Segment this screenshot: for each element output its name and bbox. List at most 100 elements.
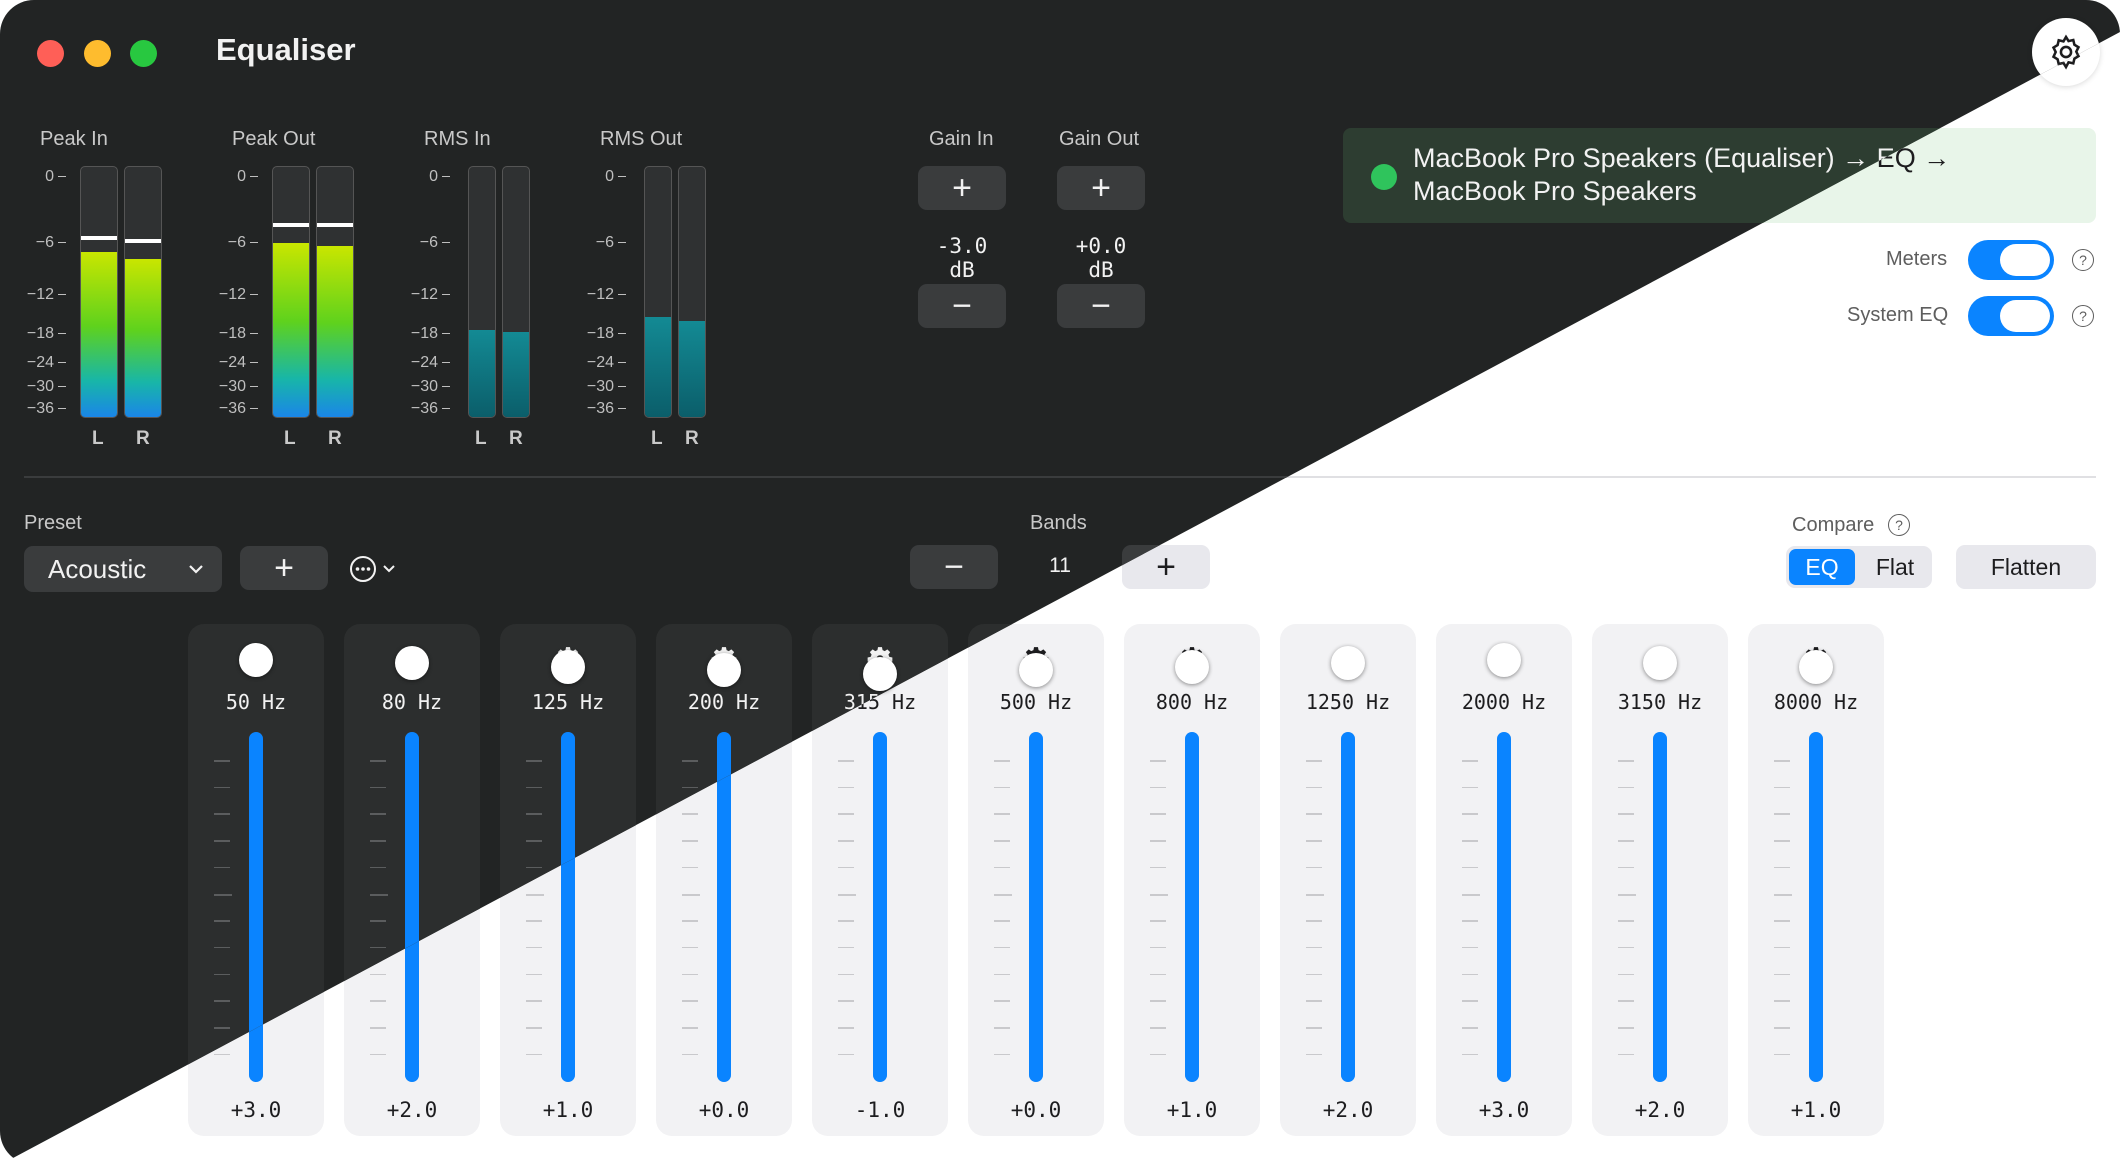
meter-channel-l <box>644 166 672 418</box>
slider-tick <box>1150 866 1166 869</box>
flatten-button[interactable]: Flatten <box>1956 545 2096 589</box>
band-gain-slider[interactable] <box>249 732 263 1082</box>
slider-tick <box>994 1027 1010 1029</box>
slider-tick <box>526 840 542 842</box>
slider-ticks <box>214 760 232 1056</box>
system-eq-toggle-label: System EQ <box>1847 304 1949 326</box>
slider-knob[interactable] <box>551 649 585 684</box>
compare-help-icon[interactable]: ? <box>1888 514 1910 536</box>
meter-scale-label: −12 <box>26 286 54 303</box>
slider-knob[interactable] <box>1331 646 1365 680</box>
slider-tick <box>1306 786 1322 789</box>
meter-scale-label: −6 <box>595 234 614 251</box>
slider-tick <box>526 973 542 976</box>
band-gain-value: +1.0 <box>542 1098 594 1122</box>
meters-help-icon[interactable]: ? <box>2072 249 2094 271</box>
meter-scale-tick <box>442 294 450 295</box>
slider-tick <box>214 973 230 976</box>
meter-channel-l <box>272 166 310 418</box>
slider-tick <box>1774 893 1792 896</box>
add-preset-button[interactable]: + <box>240 546 328 590</box>
slider-knob[interactable] <box>1799 649 1833 684</box>
preset-more-menu[interactable] <box>348 552 408 586</box>
slider-tick <box>1150 1000 1166 1002</box>
compare-segmented-control: EQ Flat <box>1786 546 1932 588</box>
slider-tick <box>994 1000 1010 1002</box>
compare-eq-segment[interactable]: EQ <box>1789 549 1855 585</box>
band-frequency: 500 Hz <box>999 690 1073 714</box>
system-eq-help-icon[interactable]: ? <box>2072 305 2094 327</box>
meters-toggle[interactable] <box>1968 240 2054 280</box>
slider-tick <box>1462 920 1478 922</box>
slider-tick <box>214 1027 230 1029</box>
slider-tick <box>1774 866 1790 869</box>
band-gain-slider[interactable] <box>1029 732 1043 1082</box>
band-gain-slider[interactable] <box>717 732 731 1082</box>
slider-ticks <box>1774 760 1792 1056</box>
slider-fill <box>1497 732 1511 1082</box>
slider-tick <box>370 1000 386 1002</box>
meter-scale-tick <box>618 242 626 243</box>
preset-dropdown[interactable]: Acoustic <box>24 546 222 592</box>
meter-scale-label: −24 <box>218 354 246 371</box>
slider-tick <box>214 1053 230 1056</box>
gain-in-minus-button[interactable]: − <box>918 284 1006 328</box>
slider-fill <box>1185 732 1199 1082</box>
compare-flat-segment[interactable]: Flat <box>1875 553 1915 580</box>
slider-tick <box>1306 813 1322 815</box>
remove-band-button[interactable]: − <box>910 545 998 589</box>
slider-knob[interactable] <box>863 656 897 691</box>
slider-fill <box>249 732 263 1082</box>
meter-channel-label: R <box>328 428 342 449</box>
meter-level-fill <box>81 252 117 417</box>
band-gain-slider[interactable] <box>873 732 887 1082</box>
meter-scale-tick <box>442 408 450 409</box>
preset-label: Preset <box>24 512 82 534</box>
slider-tick <box>994 1053 1010 1056</box>
gain-out-plus-button[interactable]: + <box>1057 166 1145 210</box>
bands-label: Bands <box>1030 512 1087 534</box>
meter-peak-hold <box>81 236 117 241</box>
band-gain-slider[interactable] <box>1809 732 1823 1082</box>
slider-tick <box>838 866 854 869</box>
close-window-button[interactable] <box>37 40 64 67</box>
slider-knob[interactable] <box>1487 642 1521 677</box>
minimize-window-button[interactable] <box>84 40 111 67</box>
slider-ticks <box>838 760 856 1056</box>
slider-fill <box>873 732 887 1082</box>
meter-channel-l <box>468 166 496 418</box>
band-gain-slider[interactable] <box>1341 732 1355 1082</box>
system-eq-toggle-knob <box>2000 300 2050 332</box>
slider-knob[interactable] <box>1019 653 1053 687</box>
gain-out-minus-button[interactable]: − <box>1057 284 1145 328</box>
band-gain-slider[interactable] <box>1653 732 1667 1082</box>
slider-tick <box>838 1000 854 1002</box>
zoom-window-button[interactable] <box>130 40 157 67</box>
slider-tick <box>1618 920 1634 922</box>
slider-ticks <box>1306 760 1324 1056</box>
meter-group-label: RMS In <box>424 128 491 150</box>
system-eq-toggle[interactable] <box>1968 296 2054 336</box>
band-gain-value: +0.0 <box>698 1098 750 1122</box>
slider-tick <box>526 1053 542 1056</box>
slider-tick <box>1618 786 1634 789</box>
meter-scale-tick <box>250 242 258 243</box>
slider-tick <box>682 813 698 815</box>
band-frequency: 125 Hz <box>531 690 605 714</box>
band-gain-slider[interactable] <box>1185 732 1199 1082</box>
slider-fill <box>717 732 731 1082</box>
slider-tick <box>1774 973 1790 976</box>
slider-tick <box>1306 760 1322 762</box>
slider-tick <box>1462 946 1478 949</box>
slider-knob[interactable] <box>395 646 429 680</box>
band-gain-value: +1.0 <box>1166 1098 1218 1122</box>
band-gain-slider[interactable] <box>1497 732 1511 1082</box>
slider-knob[interactable] <box>1643 646 1677 680</box>
slider-knob[interactable] <box>239 642 273 677</box>
band-frequency: 200 Hz <box>687 690 761 714</box>
slider-tick <box>1306 920 1322 922</box>
slider-knob[interactable] <box>707 653 741 687</box>
slider-tick <box>370 893 388 896</box>
slider-knob[interactable] <box>1175 649 1209 684</box>
gain-in-plus-button[interactable]: + <box>918 166 1006 210</box>
